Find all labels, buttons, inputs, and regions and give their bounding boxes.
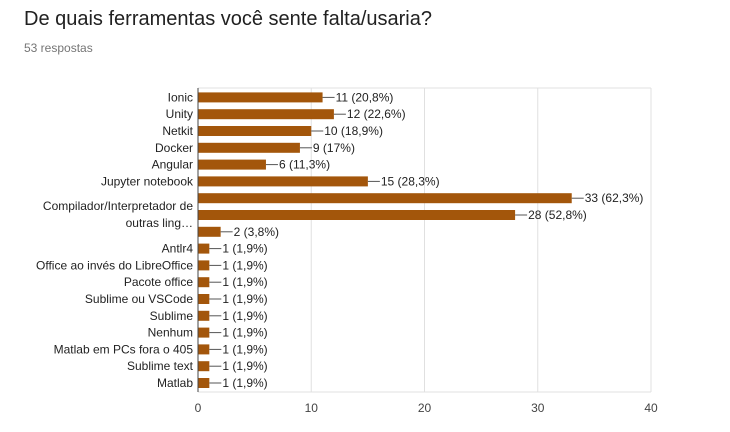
category-label: Netkit xyxy=(162,124,193,138)
category-label: Angular xyxy=(152,158,193,172)
bar xyxy=(198,193,572,204)
data-label: 6 (11,3%) xyxy=(279,158,330,172)
data-label: 1 (1,9%) xyxy=(222,326,267,340)
bar xyxy=(198,226,221,237)
data-label: 28 (52,8%) xyxy=(528,208,587,222)
chart-title: De quais ferramentas você sente falta/us… xyxy=(24,8,432,30)
bar xyxy=(198,310,210,321)
category-label: Docker xyxy=(155,141,193,155)
bar xyxy=(198,327,210,338)
category-label: Sublime ou VSCode xyxy=(85,292,193,306)
x-tick-label: 30 xyxy=(531,401,545,415)
data-label: 1 (1,9%) xyxy=(222,292,267,306)
bar xyxy=(198,142,300,153)
category-label: Jupyter notebook xyxy=(101,174,194,188)
data-label: 1 (1,9%) xyxy=(222,376,267,390)
x-tick-label: 0 xyxy=(195,401,202,415)
bar xyxy=(198,378,210,388)
data-label: 10 (18,9%) xyxy=(324,124,383,138)
data-label: 1 (1,9%) xyxy=(222,359,267,373)
bar xyxy=(198,210,516,220)
bar xyxy=(198,176,368,187)
bar xyxy=(198,126,312,136)
category-label: Sublime text xyxy=(127,359,194,373)
bar xyxy=(198,92,323,103)
bar xyxy=(198,277,210,288)
bar xyxy=(198,159,266,170)
category-label: Sublime xyxy=(150,309,194,323)
x-tick-label: 40 xyxy=(644,401,658,415)
data-label: 12 (22,6%) xyxy=(347,107,406,121)
category-label: Pacote office xyxy=(124,275,193,289)
x-tick-label: 10 xyxy=(305,401,319,415)
data-label: 1 (1,9%) xyxy=(222,309,267,323)
category-label: Nenhum xyxy=(148,326,193,340)
bar xyxy=(198,243,210,254)
data-label: 2 (3,8%) xyxy=(234,225,279,239)
bar xyxy=(198,361,210,372)
bar xyxy=(198,294,210,304)
data-label: 15 (28,3%) xyxy=(381,174,440,188)
bar xyxy=(198,109,334,120)
category-label: Matlab em PCs fora o 405 xyxy=(54,342,194,356)
x-tick-label: 20 xyxy=(418,401,432,415)
data-label: 1 (1,9%) xyxy=(222,258,267,272)
data-label: 33 (62,3%) xyxy=(585,191,644,205)
bar xyxy=(198,344,210,355)
category-label: Office ao invés do LibreOffice xyxy=(36,258,193,272)
category-label: Antlr4 xyxy=(162,242,194,256)
data-label: 1 (1,9%) xyxy=(222,242,267,256)
category-label: Matlab xyxy=(157,376,193,390)
category-label: Compilador/Interpretador de outras ling… xyxy=(43,199,193,230)
category-label: Ionic xyxy=(168,90,193,104)
bar xyxy=(198,260,210,271)
response-count: 53 respostas xyxy=(24,41,93,55)
category-label: Unity xyxy=(166,107,193,121)
data-label: 1 (1,9%) xyxy=(222,275,267,289)
data-label: 1 (1,9%) xyxy=(222,342,267,356)
data-label: 9 (17%) xyxy=(313,141,355,155)
data-label: 11 (20,8%) xyxy=(336,90,394,104)
